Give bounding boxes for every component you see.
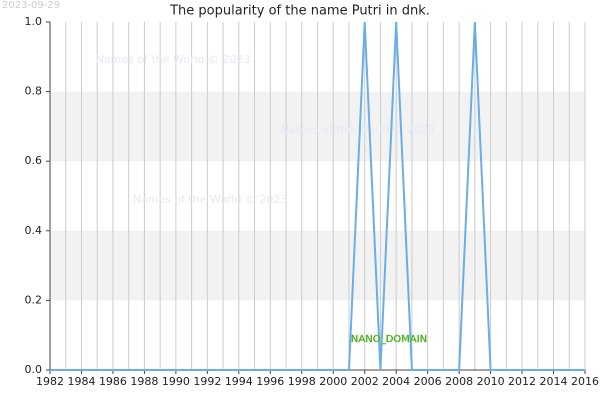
x-tick-label: 1984 [67, 375, 95, 388]
x-tick-label: 1982 [36, 375, 64, 388]
date-stamp: 2023-09-29 [2, 0, 60, 11]
x-tick-label: 2010 [477, 375, 505, 388]
x-tick-label: 2012 [508, 375, 536, 388]
y-tick-label: 0.2 [25, 293, 43, 306]
watermark: Names of the World © 2023 [133, 193, 288, 206]
x-tick-label: 1990 [162, 375, 190, 388]
chart-title: The popularity of the name Putri in dnk. [169, 4, 430, 19]
line [50, 21, 585, 371]
watermark: Names of the World © 2023 [281, 123, 436, 136]
x-tick-label: 1996 [256, 375, 284, 388]
annotation: NANO_DOMAIN [351, 334, 427, 345]
x-tick-label: 2004 [382, 375, 410, 388]
x-tick-label: 1994 [225, 375, 253, 388]
x-tick-label: 1998 [288, 375, 316, 388]
x-tick-label: 2006 [414, 375, 442, 388]
watermark: Names of the World © 2023 [96, 53, 251, 66]
x-tick-label: 2016 [571, 375, 599, 388]
x-tick-label: 1986 [99, 375, 127, 388]
y-tick-label: 0.8 [25, 85, 43, 98]
y-tick-label: 1.0 [25, 15, 43, 28]
x-tick-label: 2002 [351, 375, 379, 388]
y-tick-label: 0.6 [25, 154, 43, 167]
x-tick-label: 2000 [319, 375, 347, 388]
x-tick-label: 2014 [540, 375, 568, 388]
x-tick-label: 2008 [445, 375, 473, 388]
x-tick-label: 1988 [130, 375, 158, 388]
x-tick-label: 1992 [193, 375, 221, 388]
y-tick-label: 0.0 [25, 363, 43, 376]
y-tick-label: 0.4 [25, 224, 43, 237]
